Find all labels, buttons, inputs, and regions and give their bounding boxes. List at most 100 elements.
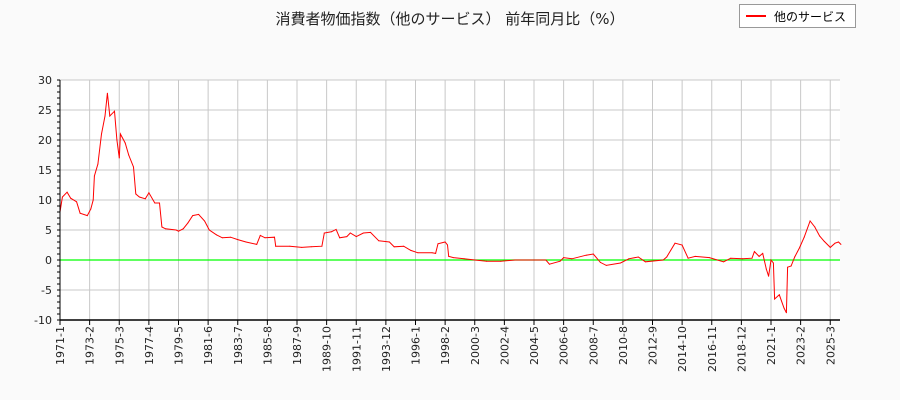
y-tick-label: 5 xyxy=(45,224,52,237)
data-point xyxy=(335,228,337,230)
data-point xyxy=(182,228,184,230)
data-point xyxy=(644,261,646,263)
data-point xyxy=(785,312,787,314)
data-point xyxy=(687,257,689,259)
data-point xyxy=(838,241,840,243)
x-tick-label: 2016-11 xyxy=(706,326,719,372)
data-point xyxy=(758,255,760,257)
data-point xyxy=(431,252,433,254)
data-point xyxy=(393,246,395,248)
data-point xyxy=(681,244,683,246)
y-tick-label: 0 xyxy=(45,254,52,267)
data-point xyxy=(599,261,601,263)
data-point xyxy=(109,115,111,117)
data-point xyxy=(164,228,166,230)
x-tick-label: 1989-10 xyxy=(321,326,334,372)
chart-title: 消費者物価指数（他のサービス） 前年同月比（%） xyxy=(275,10,625,28)
data-point xyxy=(204,220,206,222)
x-tick-label: 1991-11 xyxy=(350,326,363,372)
data-point xyxy=(486,260,488,262)
data-point xyxy=(674,242,676,244)
x-tick-label: 1977-4 xyxy=(143,326,156,365)
data-point xyxy=(794,256,796,258)
x-tick-label: 1993-12 xyxy=(380,326,393,372)
data-point xyxy=(79,212,81,214)
data-point xyxy=(138,196,140,198)
data-point xyxy=(100,133,102,135)
x-tick-label: 2018-12 xyxy=(735,326,748,372)
data-point xyxy=(159,202,161,204)
x-tick-label: 1973-2 xyxy=(84,326,97,365)
data-point xyxy=(66,191,68,193)
x-tick-label: 1975-3 xyxy=(113,326,126,365)
data-point xyxy=(148,192,150,194)
data-point xyxy=(289,245,291,247)
data-point xyxy=(175,229,177,231)
data-point xyxy=(256,243,258,245)
data-point xyxy=(474,259,476,261)
data-point xyxy=(528,259,530,261)
data-point xyxy=(97,163,99,165)
x-tick-label: 2023-2 xyxy=(795,326,808,365)
data-point xyxy=(104,115,106,117)
data-point xyxy=(435,252,437,254)
data-point xyxy=(803,236,805,238)
data-point xyxy=(563,257,565,259)
x-tick-label: 2021-1 xyxy=(765,326,778,365)
legend-swatch xyxy=(746,15,766,17)
data-point xyxy=(694,255,696,257)
data-point xyxy=(809,220,811,222)
data-point xyxy=(118,157,120,159)
x-tick-label: 2002-4 xyxy=(498,326,511,365)
x-tick-label: 1985-8 xyxy=(261,326,274,365)
x-tick-label: 1996-1 xyxy=(410,326,423,365)
data-point xyxy=(369,231,371,233)
data-point xyxy=(362,232,364,234)
data-point xyxy=(662,259,664,261)
data-point xyxy=(208,229,210,231)
data-point xyxy=(774,298,776,300)
y-tick-label: 20 xyxy=(38,134,52,147)
x-tick-label: 2008-7 xyxy=(587,326,600,365)
data-point xyxy=(114,110,116,112)
y-tick-label: -10 xyxy=(34,314,52,327)
data-point xyxy=(798,247,800,249)
data-point xyxy=(355,236,357,238)
data-point xyxy=(378,240,380,242)
data-point xyxy=(92,199,94,201)
data-point xyxy=(70,197,72,199)
data-point xyxy=(259,234,261,236)
data-point xyxy=(264,237,266,239)
data-point xyxy=(829,246,831,248)
data-point xyxy=(592,253,594,255)
data-point xyxy=(723,261,725,263)
data-point xyxy=(605,264,607,266)
data-point xyxy=(273,236,275,238)
data-point xyxy=(742,258,744,260)
data-point xyxy=(119,133,121,135)
x-tick-label: 2025-3 xyxy=(824,326,837,365)
data-point xyxy=(154,202,156,204)
data-point xyxy=(346,236,348,238)
data-point xyxy=(106,92,108,94)
x-tick-label: 1981-6 xyxy=(202,326,215,365)
data-point xyxy=(245,241,247,243)
data-point xyxy=(275,245,277,247)
data-point xyxy=(585,254,587,256)
data-point xyxy=(128,154,130,156)
data-point xyxy=(559,260,561,262)
data-point xyxy=(787,266,789,268)
data-point xyxy=(730,257,732,259)
x-tick-label: 2004-5 xyxy=(528,326,541,365)
data-point xyxy=(93,175,95,177)
data-point xyxy=(823,240,825,242)
data-point xyxy=(144,198,146,200)
x-tick-label: 2000-3 xyxy=(469,326,482,365)
data-point xyxy=(834,242,836,244)
legend-label: 他のサービス xyxy=(774,9,847,24)
data-point xyxy=(545,259,547,261)
data-point xyxy=(437,243,439,245)
data-point xyxy=(178,230,179,232)
data-point xyxy=(753,251,755,253)
